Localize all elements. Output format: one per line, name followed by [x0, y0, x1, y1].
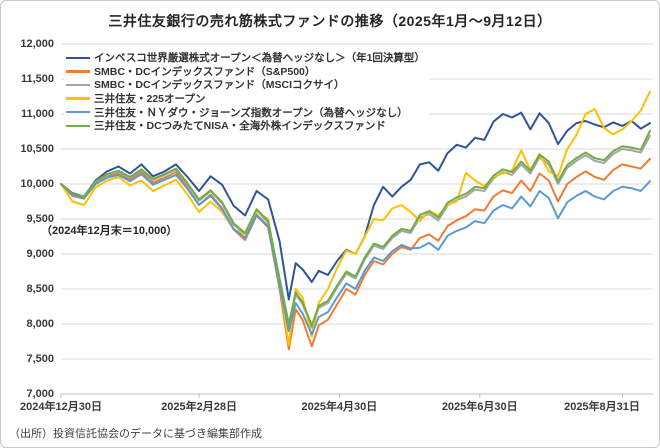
legend-item: SMBC・DCインデックスファンド（S&P500） [66, 65, 425, 79]
y-tick-label: 10,500 [20, 143, 54, 155]
legend-label: SMBC・DCインデックスファンド（S&P500） [94, 65, 316, 78]
y-tick-label: 11,500 [20, 73, 54, 85]
legend-line-swatch [66, 56, 90, 60]
legend-label: 三井住友・DCつみたてNISA・全海外株インデックスファンド [94, 120, 386, 133]
series-line [60, 173, 651, 336]
index-base-annotation: （2024年12月末＝10,000） [41, 225, 178, 237]
series-line [60, 111, 651, 301]
series-line [60, 90, 651, 346]
x-tick-label: 2025年6月30日 [441, 401, 518, 413]
x-tick-label: 2024年12月30日 [20, 401, 102, 413]
legend-item: インベスコ世界厳選株式オープン＜為替ヘッジなし＞（年1回決算型） [66, 51, 425, 65]
source-note: （出所）投資信託協会のデータに基づき編集部作成 [9, 428, 262, 440]
legend-line-swatch [66, 97, 90, 100]
x-tick-label: 2025年2月28日 [161, 401, 237, 413]
y-tick-label: 8,000 [26, 318, 54, 330]
y-tick-label: 7,000 [26, 388, 54, 400]
legend-label: 三井住友・ＮＹダウ・ジョーンズ指数オープン（為替ヘッジなし） [94, 106, 408, 119]
legend-item: SMBC・DCインデックスファンド（MSCIコクサイ） [66, 78, 425, 92]
y-tick-label: 9,500 [26, 213, 54, 225]
y-tick-label: 12,000 [20, 38, 54, 50]
y-tick-label: 7,500 [26, 353, 54, 365]
legend-line-swatch [66, 124, 90, 128]
legend-item: 三井住友・ＮＹダウ・ジョーンズ指数オープン（為替ヘッジなし） [66, 105, 425, 119]
series-line [60, 129, 651, 327]
legend-line-swatch [66, 110, 90, 114]
legend-label: 三井住友・225オープン [94, 93, 206, 106]
x-tick-label: 2025年4月30日 [301, 401, 378, 413]
legend-line-swatch [66, 70, 90, 73]
y-tick-label: 9,000 [26, 248, 54, 260]
series-line [60, 157, 651, 351]
legend-label: SMBC・DCインデックスファンド（MSCIコクサイ） [94, 79, 345, 92]
chart-legend: インベスコ世界厳選株式オープン＜為替ヘッジなし＞（年1回決算型） SMBC・DCイ… [64, 50, 429, 135]
x-tick-label: 2025年8月31日 [564, 401, 640, 413]
chart-title: 三井住友銀行の売れ筋株式ファンドの推移（2025年1月～9月12日） [108, 13, 552, 29]
y-tick-label: 8,500 [26, 283, 54, 295]
y-tick-label: 10,000 [20, 178, 54, 190]
legend-line-swatch [66, 83, 90, 87]
y-tick-label: 11,000 [20, 108, 54, 120]
legend-item: 三井住友・225オープン [66, 92, 425, 106]
legend-item: 三井住友・DCつみたてNISA・全海外株インデックスファンド [66, 119, 425, 133]
legend-label: インベスコ世界厳選株式オープン＜為替ヘッジなし＞（年1回決算型） [94, 52, 425, 65]
